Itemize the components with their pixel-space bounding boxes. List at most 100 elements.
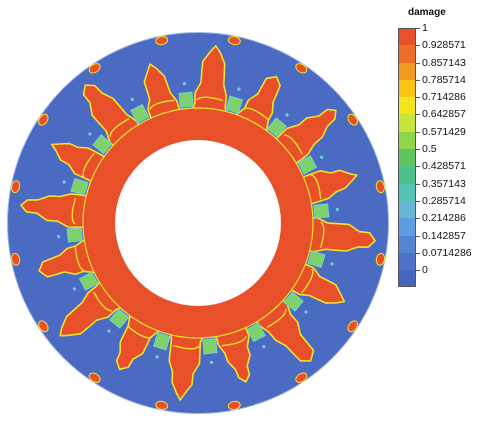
legend-label: 0 xyxy=(422,264,428,277)
legend-label: 0.214286 xyxy=(422,212,466,225)
edge-damage-spot xyxy=(155,36,169,46)
crack-fringe xyxy=(93,291,112,312)
transition-dot xyxy=(88,132,92,136)
legend-swatch xyxy=(398,218,416,236)
transition-dot xyxy=(237,87,241,91)
edge-damage-spot xyxy=(227,36,241,46)
edge-damage-spot xyxy=(295,63,308,74)
crack-fringe xyxy=(149,99,175,111)
crack-fringe xyxy=(127,326,153,339)
legend-swatch xyxy=(398,235,416,253)
transition-dot xyxy=(262,345,266,349)
legend-tick xyxy=(416,28,420,29)
transition-dot xyxy=(107,329,111,333)
transition-bridge xyxy=(313,203,330,219)
edge-damage-spot xyxy=(155,400,169,410)
legend-swatch xyxy=(398,270,416,288)
crack-fringe xyxy=(301,268,314,294)
crack-fringe xyxy=(82,152,95,178)
edge-damage-spot xyxy=(347,320,358,333)
legend-swatch xyxy=(398,131,416,150)
crack-fringe xyxy=(266,309,287,328)
legend-label: 0.142857 xyxy=(422,229,466,242)
legend-swatch xyxy=(398,79,416,98)
edge-damage-spot xyxy=(375,252,385,266)
legend-tick xyxy=(416,200,420,202)
legend-label: 0.357143 xyxy=(422,177,466,190)
edge-damage-spot xyxy=(88,372,101,383)
legend-label: 1 xyxy=(422,22,428,34)
transition-dot xyxy=(304,310,308,314)
transition-bridge xyxy=(246,322,266,343)
transition-bridge xyxy=(307,250,326,269)
legend-swatch xyxy=(398,200,416,219)
transition-dot xyxy=(320,155,324,159)
legend-label: 0.928571 xyxy=(422,39,466,52)
crack-fringe xyxy=(319,221,325,249)
edge-damage-spot xyxy=(295,372,308,383)
transition-dot xyxy=(155,355,159,359)
transition-dot xyxy=(335,207,339,212)
crack-fringe xyxy=(109,118,130,137)
transition-dot xyxy=(330,262,334,266)
legend-tick xyxy=(416,166,420,168)
legend-tick xyxy=(416,149,420,151)
transition-bridge xyxy=(152,332,171,351)
legend-swatch xyxy=(398,45,416,63)
legend-swatch xyxy=(398,97,416,115)
legend-tick xyxy=(416,183,420,185)
crack-fringe xyxy=(221,335,247,347)
transition-bridge xyxy=(78,271,99,291)
crack-fringe xyxy=(196,96,224,102)
transition-bridge xyxy=(297,155,318,175)
edge-damage-spot xyxy=(227,400,241,410)
legend-tick xyxy=(416,235,420,237)
transition-bridge xyxy=(202,338,218,355)
legend-title: damage xyxy=(408,7,446,18)
legend-label: 0.0714286 xyxy=(422,246,472,259)
crack-fringe xyxy=(74,246,86,272)
transition-bridge xyxy=(225,95,244,114)
transition-bridge xyxy=(266,117,287,138)
crack-fringe xyxy=(71,197,77,225)
crack-fringe xyxy=(310,174,322,200)
transition-bridge xyxy=(70,177,89,196)
legend-tick xyxy=(416,45,420,47)
legend-tick xyxy=(416,252,420,254)
edge-damage-spot xyxy=(375,180,385,194)
legend-label: 0.5 xyxy=(422,143,437,156)
transition-dot xyxy=(130,97,134,101)
legend-label: 0.285714 xyxy=(422,194,466,207)
edge-damage-spot xyxy=(38,113,49,126)
legend-swatch xyxy=(398,28,416,46)
legend-swatch xyxy=(398,166,416,184)
transition-dot xyxy=(62,180,66,184)
transition-bridge xyxy=(130,103,150,124)
transition-bridge xyxy=(92,134,113,155)
legend-tick xyxy=(416,114,420,116)
legend-tick xyxy=(416,131,420,133)
legend-tick xyxy=(416,79,420,81)
transition-bridge xyxy=(109,308,130,329)
transition-dot xyxy=(57,234,61,239)
transition-dot xyxy=(285,113,289,117)
legend-label: 0.571429 xyxy=(422,125,466,138)
transition-bridge xyxy=(178,91,194,108)
legend-swatch xyxy=(398,252,416,271)
edge-damage-spot xyxy=(11,180,21,194)
edge-damage-spot xyxy=(347,113,358,126)
legend-tick xyxy=(416,62,420,64)
legend-swatch xyxy=(398,114,416,132)
edge-damage-spot xyxy=(11,252,21,266)
transition-dot xyxy=(182,82,187,86)
inner-hole xyxy=(115,140,281,306)
crack-fringe xyxy=(243,107,269,120)
damage-ring xyxy=(7,32,389,414)
legend-label: 0.642857 xyxy=(422,108,466,121)
legend-tick xyxy=(416,270,420,272)
legend-tick xyxy=(416,97,420,99)
legend-swatch xyxy=(398,62,416,80)
legend-tick xyxy=(416,218,420,220)
legend-label: 0.714286 xyxy=(422,91,466,104)
